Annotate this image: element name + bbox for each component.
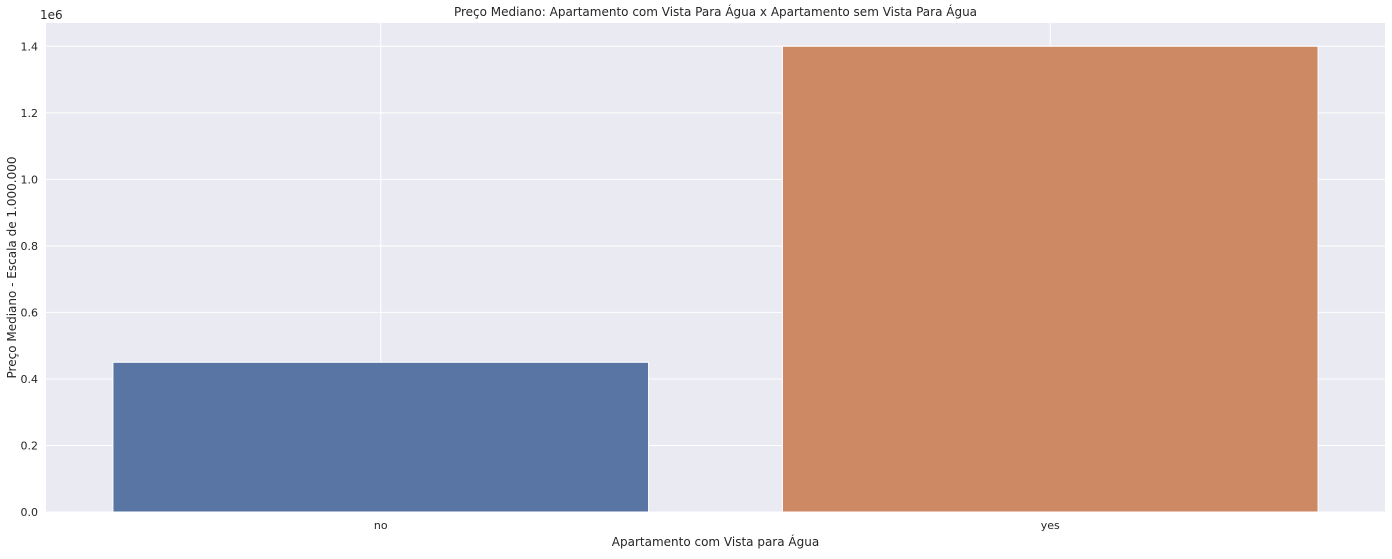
- x-axis-ticks: no yes: [374, 519, 1060, 532]
- y-axis-offset-label: 1e6: [40, 8, 63, 22]
- y-tick-label: 1.0: [21, 173, 39, 186]
- y-tick-label: 1.2: [21, 107, 39, 120]
- chart-title: Preço Mediano: Apartamento com Vista Par…: [454, 4, 977, 19]
- y-tick-label: 1.4: [21, 40, 39, 53]
- y-tick-label: 0.8: [21, 240, 39, 253]
- x-tick-label: yes: [1041, 519, 1060, 532]
- x-axis-label: Apartamento com Vista para Água: [612, 534, 819, 549]
- bar-yes: [781, 45, 1319, 513]
- y-tick-label: 0.0: [21, 506, 39, 519]
- bars: [112, 45, 1319, 513]
- bar-no: [112, 361, 650, 513]
- y-tick-label: 0.6: [21, 306, 39, 319]
- x-tick-label: no: [374, 519, 388, 532]
- y-axis-ticks: 0.0 0.2 0.4 0.6 0.8 1.0 1.2 1.4: [21, 40, 39, 519]
- y-axis-label: Preço Mediano - Escala de 1.000.000: [5, 157, 19, 379]
- y-tick-label: 0.4: [21, 373, 39, 386]
- y-tick-label: 0.2: [21, 439, 39, 452]
